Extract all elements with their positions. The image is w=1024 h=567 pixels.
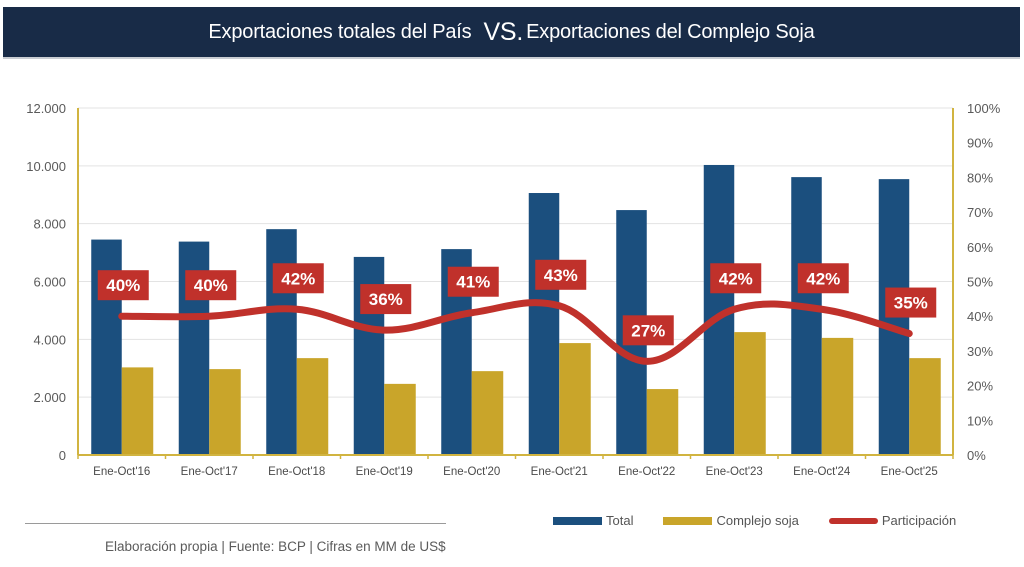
- legend-swatch-soja: [663, 516, 713, 525]
- bar-complejo-soja: [209, 369, 241, 455]
- right-tick-label: 10%: [967, 413, 993, 428]
- participacion-label-box: [272, 263, 324, 294]
- right-tick-label: 40%: [967, 309, 993, 324]
- left-axis-ticks: 0 2.000 4.000 6.000 8.000 10.000 12.000: [26, 101, 66, 463]
- bar-complejo-soja: [646, 389, 679, 455]
- bar-total: [528, 193, 560, 455]
- x-tick-label: Ene-Oct'18: [268, 466, 325, 478]
- title-part-2: Exportaciones del Complejo Soja: [526, 20, 815, 43]
- x-tick-label: Ene-Oct'17: [181, 466, 238, 478]
- participacion-label-box: [185, 270, 237, 301]
- x-axis-labels: Ene-Oct'16 Ene-Oct'17 Ene-Oct'18 Ene-Oct'19…: [93, 466, 938, 478]
- legend-item-soja: Complejo soja: [663, 513, 799, 528]
- bar-total: [266, 229, 297, 455]
- legend-swatch-participacion: [828, 517, 878, 524]
- legend-label-participacion: Participación: [881, 513, 957, 528]
- legend-swatch-total: [553, 516, 602, 525]
- right-tick-label: 80%: [967, 170, 993, 185]
- x-tick-label: Ene-Oct'20: [443, 466, 500, 478]
- left-tick-label: 4.000: [33, 332, 66, 347]
- participacion-labels: 40% 40% 42% 36% 41% 43% 27% 42% 42% 35%: [97, 259, 937, 346]
- participacion-line: [118, 299, 913, 365]
- bar-complejo-soja: [909, 358, 941, 455]
- right-axis-ticks: 0% 10% 20% 30% 40% 50% 60% 70% 80% 90% 100%: [967, 101, 1001, 463]
- bar-complejo-soja: [821, 337, 854, 455]
- participacion-data-label: 42%: [281, 269, 315, 288]
- left-tick-label: 6.000: [33, 275, 66, 290]
- bar-complejo-soja: [471, 371, 504, 455]
- bar-complejo-soja: [734, 332, 766, 455]
- right-tick-label: 90%: [967, 136, 993, 151]
- left-tick-label: 2.000: [33, 390, 66, 405]
- participacion-label-box: [885, 287, 937, 318]
- participacion-data-label: 35%: [894, 294, 928, 313]
- participacion-data-label: 42%: [806, 269, 840, 288]
- participacion-label-box: [622, 315, 674, 346]
- left-tick-label: 12.000: [26, 101, 66, 116]
- participacion-data-label: 41%: [456, 273, 490, 292]
- participacion-label-box: [710, 263, 762, 294]
- x-tick-label: Ene-Oct'16: [93, 466, 150, 478]
- right-tick-label: 100%: [967, 101, 1001, 116]
- bar-complejo-soja: [296, 358, 329, 455]
- legend-label-soja: Complejo soja: [716, 513, 799, 528]
- title-vs: VS.: [483, 17, 524, 46]
- x-tick-label: Ene-Oct'24: [793, 466, 851, 478]
- bar-complejo-soja: [559, 343, 591, 455]
- footer-divider: [25, 523, 446, 524]
- participacion-data-label: 40%: [106, 276, 140, 295]
- participacion-label-box: [97, 270, 149, 301]
- left-tick-label: 8.000: [33, 217, 66, 232]
- x-tick-label: Ene-Oct'19: [356, 466, 413, 478]
- right-tick-label: 20%: [967, 379, 993, 394]
- bar-total: [791, 177, 822, 455]
- right-tick-label: 60%: [967, 240, 993, 255]
- participacion-data-label: 27%: [631, 321, 665, 340]
- legend-item-total: Total: [553, 513, 633, 528]
- footer-source: Elaboración propia | Fuente: BCP | Cifra…: [105, 539, 446, 554]
- participacion-data-label: 43%: [544, 266, 578, 285]
- right-tick-label: 70%: [967, 205, 993, 220]
- legend-item-participacion: Participación: [828, 513, 957, 528]
- bar-complejo-soja: [121, 367, 154, 455]
- right-tick-label: 30%: [967, 344, 993, 359]
- right-tick-label: 0%: [967, 448, 986, 463]
- x-tick-label: Ene-Oct'25: [881, 466, 938, 478]
- x-tick-label: Ene-Oct'23: [706, 466, 763, 478]
- x-tick-label: Ene-Oct'22: [618, 466, 675, 478]
- participacion-data-label: 40%: [194, 276, 228, 295]
- left-tick-label: 10.000: [26, 159, 66, 174]
- participacion-label-box: [797, 263, 849, 294]
- participacion-label-box: [535, 259, 587, 290]
- title-part-1: Exportaciones totales del País: [208, 20, 472, 43]
- left-tick-label: 0: [59, 448, 66, 463]
- bar-complejo-soja: [384, 383, 416, 455]
- participacion-label-box: [360, 284, 412, 315]
- participacion-label-box: [447, 266, 499, 297]
- participacion-data-label: 42%: [719, 269, 753, 288]
- right-tick-label: 50%: [967, 275, 993, 290]
- legend: Total Complejo soja Participación: [553, 513, 986, 528]
- axes: [77, 108, 954, 459]
- x-tick-label: Ene-Oct'21: [531, 466, 588, 478]
- participacion-series-line: [118, 299, 913, 365]
- legend-label-total: Total: [606, 513, 634, 528]
- participacion-data-label: 36%: [369, 290, 403, 309]
- chart-title-bar: Exportaciones totales del País VS. Expor…: [3, 7, 1020, 59]
